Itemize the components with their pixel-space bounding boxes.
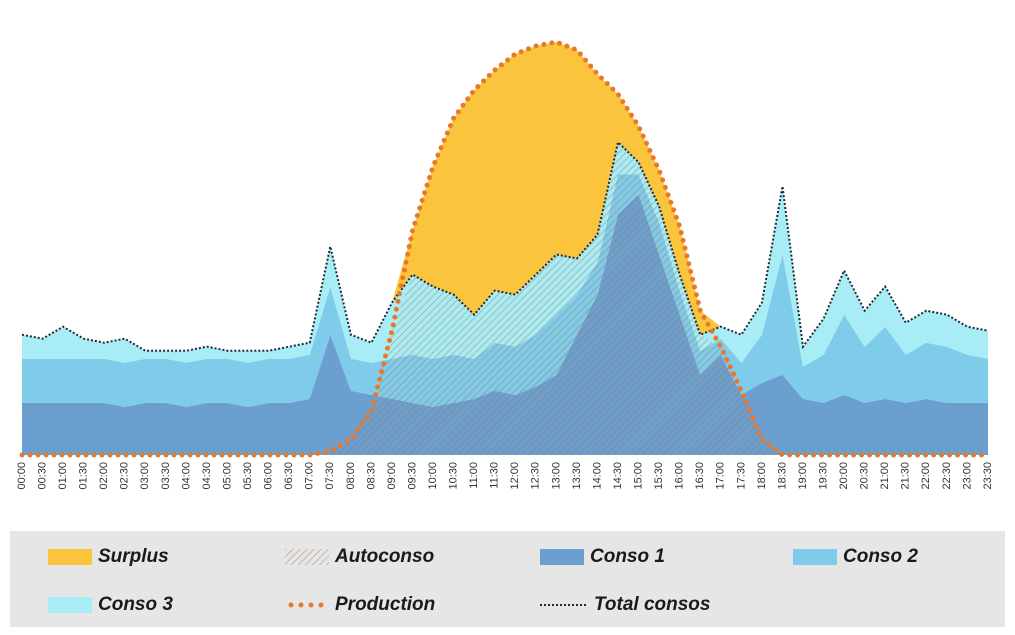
x-tick-label: 14:30	[612, 462, 624, 490]
x-tick-label: 13:30	[571, 462, 583, 490]
x-tick-label: 22:00	[920, 462, 932, 490]
surplus-area	[22, 42, 988, 351]
legend-swatch	[285, 549, 329, 565]
x-tick-label: 18:00	[756, 462, 768, 490]
x-tick-label: 01:00	[57, 462, 69, 490]
x-tick-label: 00:30	[36, 462, 48, 490]
x-tick-label: 08:00	[345, 462, 357, 490]
x-tick-label: 20:30	[859, 462, 871, 490]
x-tick-label: 07:30	[324, 462, 336, 490]
autoconso-area	[22, 142, 988, 455]
x-tick-label: 00:00	[16, 462, 28, 490]
x-tick-label: 02:30	[119, 462, 131, 490]
legend-swatch	[793, 549, 837, 565]
x-tick-label: 06:00	[263, 462, 275, 490]
x-tick-label: 09:30	[406, 462, 418, 490]
legend-label: Total consos	[594, 594, 710, 615]
x-tick-label: 18:30	[776, 462, 788, 490]
x-tick-label: 11:00	[468, 462, 480, 489]
legend-label: Surplus	[98, 546, 169, 567]
x-tick-label: 21:00	[879, 462, 891, 490]
x-tick-label: 16:30	[694, 462, 706, 490]
x-tick-label: 15:30	[653, 462, 665, 490]
x-tick-label: 08:30	[365, 462, 377, 490]
x-tick-label: 17:00	[715, 462, 727, 490]
x-tick-label: 19:30	[817, 462, 829, 490]
x-tick-label: 13:00	[550, 462, 562, 490]
x-tick-label: 12:00	[509, 462, 521, 490]
x-tick-label: 21:30	[900, 462, 912, 490]
x-tick-label: 04:30	[201, 462, 213, 490]
x-tick-label: 05:30	[242, 462, 254, 490]
x-tick-label: 10:00	[427, 462, 439, 490]
x-tick-label: 23:30	[982, 462, 994, 490]
x-tick-label: 02:00	[98, 462, 110, 490]
x-tick-label: 19:00	[797, 462, 809, 490]
x-tick-label: 07:00	[304, 462, 316, 490]
legend-swatch	[540, 549, 584, 565]
x-tick-label: 11:30	[489, 462, 501, 489]
legend-box	[10, 531, 1005, 627]
x-tick-label: 16:00	[674, 462, 686, 490]
x-tick-label: 17:30	[735, 462, 747, 490]
legend-label: Conso 1	[590, 546, 665, 567]
x-tick-label: 05:00	[221, 462, 233, 490]
x-tick-label: 03:30	[160, 462, 172, 490]
x-tick-label: 22:30	[941, 462, 953, 490]
x-tick-label: 14:00	[591, 462, 603, 490]
x-tick-label: 23:00	[961, 462, 973, 490]
legend-swatch	[48, 597, 92, 613]
x-tick-label: 03:00	[139, 462, 151, 490]
legend-label: Autoconso	[334, 546, 434, 567]
x-tick-label: 04:00	[180, 462, 192, 490]
legend-label: Conso 3	[98, 594, 173, 615]
legend-label: Conso 2	[843, 546, 918, 567]
x-tick-label: 10:30	[448, 462, 460, 490]
legend-swatch	[48, 549, 92, 565]
x-tick-label: 01:30	[78, 462, 90, 490]
production-line	[19, 39, 991, 458]
x-tick-label: 20:00	[838, 462, 850, 490]
x-tick-label: 06:30	[283, 462, 295, 490]
legend-label: Production	[335, 594, 435, 615]
x-tick-label: 12:30	[530, 462, 542, 490]
x-tick-label: 09:00	[386, 462, 398, 490]
x-tick-label: 15:00	[633, 462, 645, 490]
total-line	[21, 140, 989, 352]
